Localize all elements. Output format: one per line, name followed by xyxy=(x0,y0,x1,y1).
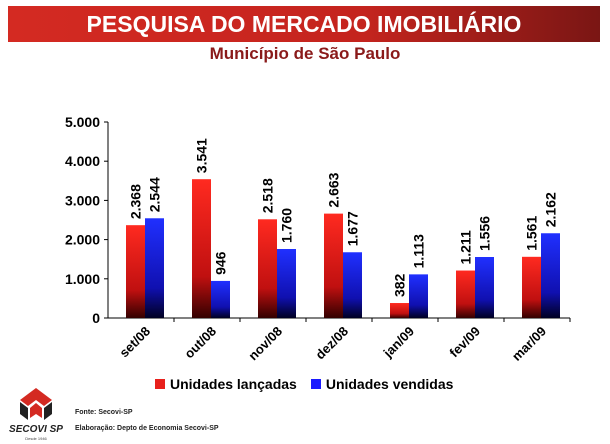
legend: Unidades lançadas Unidades vendidas xyxy=(155,376,453,392)
data-label: 946 xyxy=(213,251,229,275)
bar-vendidas xyxy=(475,257,494,318)
bar-lancadas xyxy=(456,270,475,318)
legend-label: Unidades vendidas xyxy=(325,376,454,392)
source-notes: Fonte: Secovi-SP Elaboração: Depto de Ec… xyxy=(75,405,219,437)
secovi-logo: SECOVI SP Desde 1946 xyxy=(9,388,63,441)
x-tick-label: mar/09 xyxy=(509,324,549,364)
legend-swatch xyxy=(310,379,321,389)
y-tick-label: 5.000 xyxy=(65,114,100,130)
bar-lancadas xyxy=(258,219,277,318)
legend-item-lancadas: Unidades lançadas xyxy=(155,376,297,392)
bar-lancadas xyxy=(192,179,211,318)
y-tick-label: 4.000 xyxy=(65,153,100,169)
legend-item-vendidas: Unidades vendidas xyxy=(310,376,454,392)
data-label: 2.518 xyxy=(260,178,276,213)
x-tick-label: out/08 xyxy=(181,324,219,362)
bar-vendidas xyxy=(145,218,164,318)
data-label: 2.162 xyxy=(543,192,559,227)
bar-vendidas xyxy=(541,233,560,318)
bar-vendidas xyxy=(409,274,428,318)
bar-lancadas xyxy=(324,213,343,318)
x-tick-label: jan/09 xyxy=(380,324,417,361)
data-label: 1.677 xyxy=(345,211,361,246)
x-tick-label: nov/08 xyxy=(245,324,285,364)
data-label: 1.760 xyxy=(279,208,295,243)
data-label: 2.544 xyxy=(147,177,163,212)
y-tick-label: 2.000 xyxy=(65,232,100,248)
page-title: PESQUISA DO MERCADO IMOBILIÁRIO xyxy=(8,6,600,42)
data-label: 1.556 xyxy=(477,216,493,251)
data-label: 3.541 xyxy=(194,138,210,173)
legend-label: Unidades lançadas xyxy=(170,376,297,392)
y-tick-label: 0 xyxy=(92,310,100,326)
legend-swatch xyxy=(155,379,165,389)
x-tick-label: set/08 xyxy=(116,324,153,361)
data-label: 2.368 xyxy=(128,184,144,219)
y-tick-label: 3.000 xyxy=(65,192,100,208)
y-tick-label: 1.000 xyxy=(65,271,100,287)
page-subtitle: Município de São Paulo xyxy=(209,44,401,63)
x-tick-label: dez/08 xyxy=(312,324,351,363)
bar-lancadas xyxy=(126,225,145,318)
data-label: 2.663 xyxy=(326,172,342,207)
x-tick-label: fev/09 xyxy=(446,324,483,361)
data-label: 1.211 xyxy=(458,230,474,264)
data-label: 1.561 xyxy=(524,216,540,251)
bar-vendidas xyxy=(343,252,362,318)
data-label: 1.113 xyxy=(411,234,427,268)
source-text: Fonte: Secovi-SP xyxy=(75,409,133,416)
svg-text:Desde 1946: Desde 1946 xyxy=(25,436,47,441)
bar-lancadas xyxy=(522,256,541,318)
svg-text:SECOVI SP: SECOVI SP xyxy=(9,424,63,435)
bar-vendidas xyxy=(277,249,296,318)
bar-vendidas xyxy=(211,280,230,318)
elaboration-text: Elaboração: Depto de Economia Secovi-SP xyxy=(75,425,219,432)
data-label: 382 xyxy=(392,273,408,297)
bar-lancadas xyxy=(390,303,409,318)
